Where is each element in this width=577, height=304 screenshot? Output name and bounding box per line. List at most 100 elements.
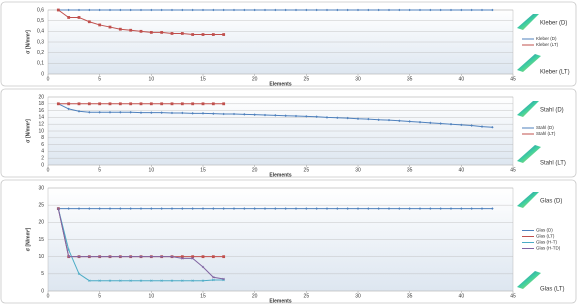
x-tick-label: 20 bbox=[252, 76, 258, 82]
point bbox=[119, 28, 122, 31]
y-tick-label: 8 bbox=[41, 135, 44, 141]
y-tick-label: 0,4 bbox=[37, 29, 44, 35]
x-tick-label: 5 bbox=[98, 167, 101, 173]
point bbox=[78, 16, 81, 19]
y-tick-label: 15 bbox=[38, 237, 44, 243]
point bbox=[202, 33, 205, 36]
point bbox=[171, 32, 174, 35]
y-tick-label: 20 bbox=[38, 220, 44, 226]
legend-label: Glas (LT) bbox=[536, 234, 555, 239]
point bbox=[202, 102, 205, 105]
chart-panel: 02468101214161820051015202530354045Eleme… bbox=[1, 89, 576, 178]
x-tick-label: 20 bbox=[252, 293, 258, 299]
x-tick-label: 0 bbox=[47, 167, 50, 173]
y-tick-label: 2 bbox=[41, 156, 44, 162]
point bbox=[67, 16, 70, 19]
y-tick-label: 30 bbox=[38, 185, 44, 191]
annotation: Kleber (D) bbox=[540, 21, 567, 27]
legend-label: Stahl (LT) bbox=[536, 131, 556, 136]
y-tick-label: 0,5 bbox=[37, 18, 44, 24]
y-tick-label: 10 bbox=[38, 128, 44, 134]
x-tick-label: 40 bbox=[459, 167, 465, 173]
y-tick-label: 5 bbox=[41, 271, 44, 277]
y-axis-title: σ [N/mm²] bbox=[25, 227, 31, 251]
legend-label: Stahl (D) bbox=[536, 125, 554, 130]
point bbox=[212, 255, 215, 258]
x-tick-label: 10 bbox=[149, 293, 155, 299]
x-tick-label: 30 bbox=[355, 76, 361, 82]
y-tick-label: 14 bbox=[38, 115, 44, 121]
point bbox=[129, 102, 132, 105]
x-tick-label: 45 bbox=[510, 293, 516, 299]
y-tick-label: 0,6 bbox=[37, 7, 44, 13]
point bbox=[57, 9, 60, 12]
y-tick-label: 0,1 bbox=[37, 61, 44, 67]
point bbox=[212, 33, 215, 36]
x-tick-label: 25 bbox=[304, 167, 310, 173]
annotation: Glas (D) bbox=[540, 199, 562, 205]
x-tick-label: 45 bbox=[510, 167, 516, 173]
x-tick-label: 15 bbox=[200, 76, 206, 82]
x-tick-label: 15 bbox=[200, 293, 206, 299]
legend-label: Kleber (D) bbox=[536, 36, 557, 41]
point bbox=[181, 102, 184, 105]
x-tick-label: 40 bbox=[459, 76, 465, 82]
x-tick-label: 10 bbox=[149, 167, 155, 173]
x-tick-label: 5 bbox=[98, 76, 101, 82]
y-axis-title: σ [N/mm²] bbox=[25, 119, 31, 143]
point bbox=[140, 30, 143, 33]
x-tick-label: 45 bbox=[510, 76, 516, 82]
y-tick-label: 12 bbox=[38, 122, 44, 128]
point bbox=[212, 102, 215, 105]
x-tick-label: 35 bbox=[407, 167, 413, 173]
x-tick-label: 35 bbox=[407, 293, 413, 299]
point bbox=[78, 102, 81, 105]
y-tick-label: 4 bbox=[41, 149, 44, 155]
x-tick-label: 30 bbox=[355, 167, 361, 173]
point bbox=[98, 102, 101, 105]
x-axis-title: Elements bbox=[269, 172, 291, 178]
y-tick-label: 16 bbox=[38, 108, 44, 114]
x-tick-label: 5 bbox=[98, 293, 101, 299]
point bbox=[191, 33, 194, 36]
legend-label: Glas (H-T) bbox=[536, 240, 557, 245]
point bbox=[129, 29, 132, 32]
point bbox=[202, 255, 205, 258]
x-tick-label: 30 bbox=[355, 293, 361, 299]
point bbox=[222, 33, 225, 36]
legend-label: Kleber (LT) bbox=[536, 42, 559, 47]
point bbox=[88, 102, 91, 105]
point bbox=[119, 102, 122, 105]
point bbox=[88, 20, 91, 23]
y-tick-label: 0,2 bbox=[37, 50, 44, 56]
point bbox=[109, 102, 112, 105]
point bbox=[181, 32, 184, 35]
point bbox=[140, 102, 143, 105]
x-tick-label: 20 bbox=[252, 167, 258, 173]
point bbox=[160, 31, 163, 34]
y-tick-label: 0 bbox=[41, 288, 44, 294]
y-tick-label: 18 bbox=[38, 101, 44, 107]
x-tick-label: 25 bbox=[304, 76, 310, 82]
legend-label: Glas (H-TD) bbox=[536, 246, 561, 251]
y-tick-label: 20 bbox=[38, 94, 44, 100]
chart-panel: 00,10,20,30,40,50,6051015202530354045Ele… bbox=[1, 2, 576, 87]
y-tick-label: 0,3 bbox=[37, 39, 44, 45]
x-tick-label: 15 bbox=[200, 167, 206, 173]
point bbox=[150, 31, 153, 34]
point bbox=[160, 102, 163, 105]
y-tick-label: 0 bbox=[41, 162, 44, 168]
chart-panel: 051015202530051015202530354045Elementsσ … bbox=[1, 180, 576, 304]
page: 00,10,20,30,40,50,6051015202530354045Ele… bbox=[0, 0, 577, 304]
annotation: Stahl (D) bbox=[540, 108, 564, 114]
x-tick-label: 0 bbox=[47, 293, 50, 299]
annotation: Kleber (LT) bbox=[540, 70, 570, 76]
point bbox=[150, 102, 153, 105]
y-tick-label: 6 bbox=[41, 142, 44, 148]
point bbox=[191, 102, 194, 105]
x-tick-label: 10 bbox=[149, 76, 155, 82]
x-tick-label: 40 bbox=[459, 293, 465, 299]
legend-label: Glas (D) bbox=[536, 228, 553, 233]
point bbox=[57, 102, 60, 105]
point bbox=[171, 102, 174, 105]
